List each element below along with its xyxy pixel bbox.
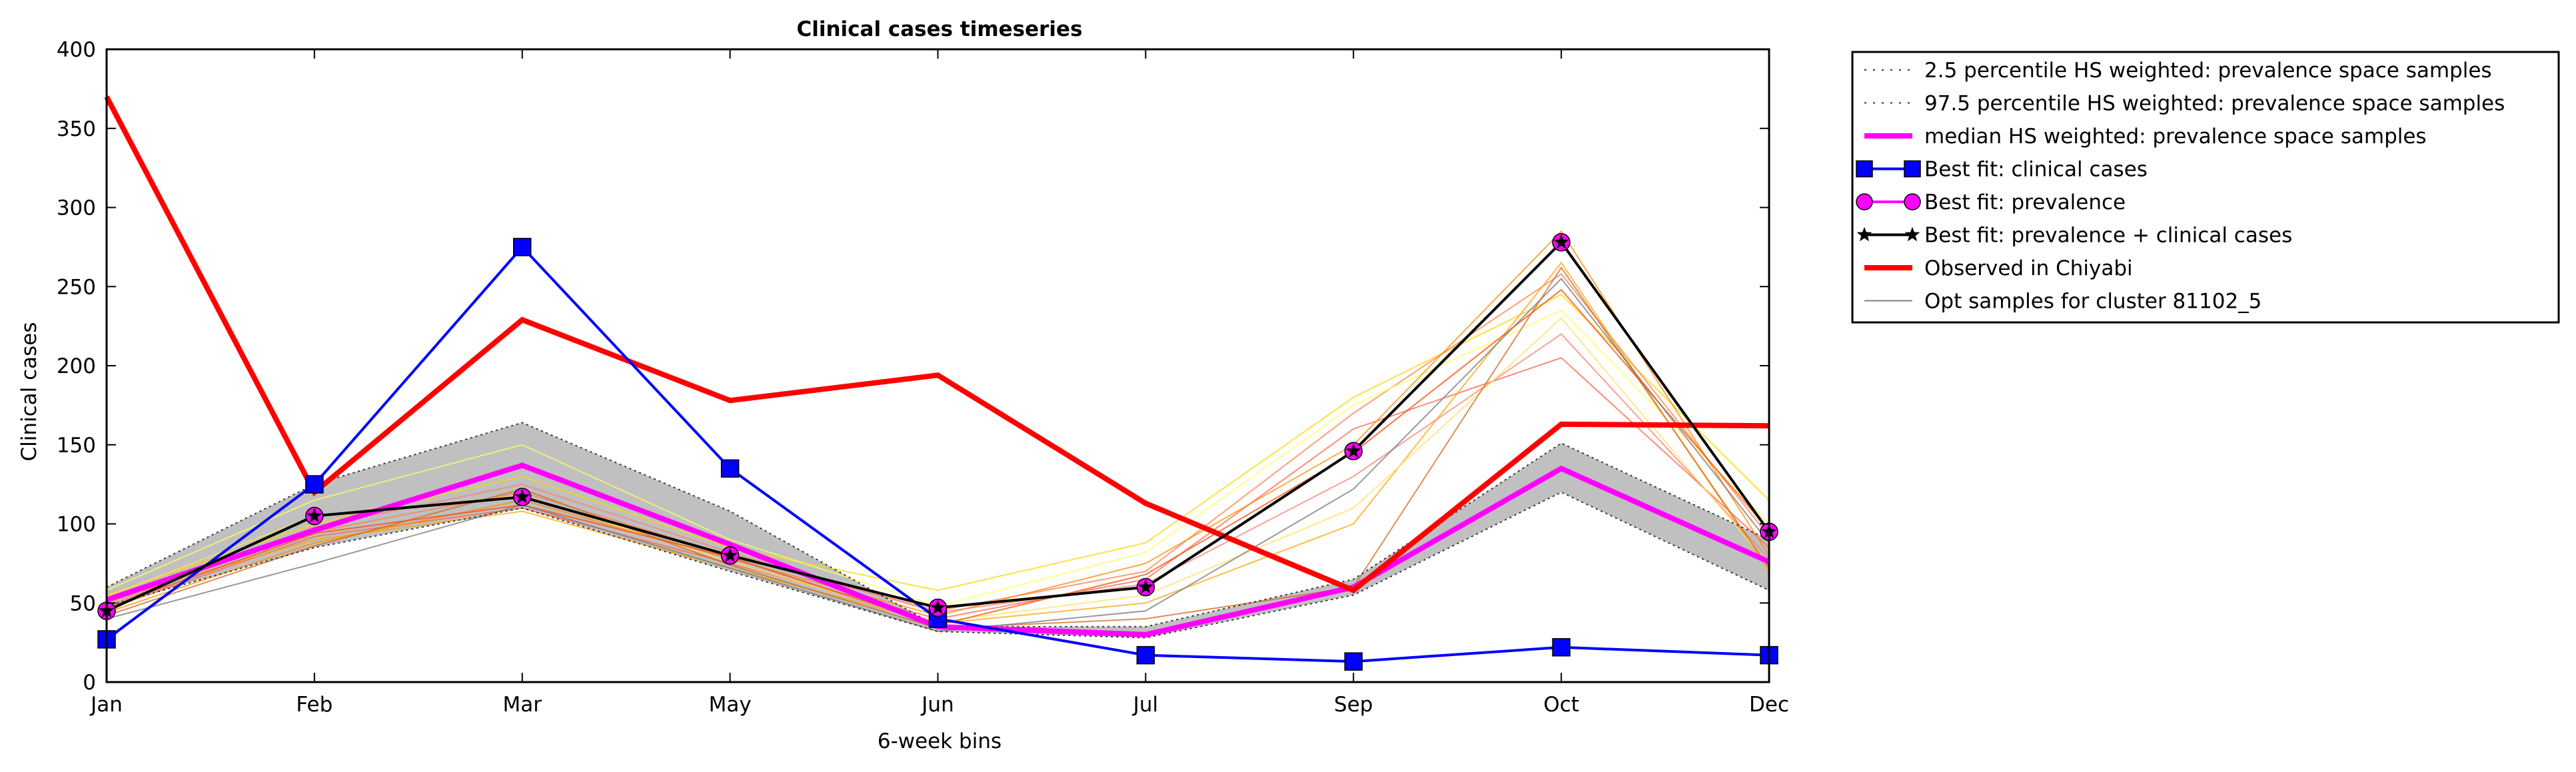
combined-marker-Sep [1345,443,1361,458]
legend-label: Opt samples for cluster 81102_5 [1924,290,2261,314]
series-opt-samples [106,277,1770,633]
legend-label: Best fit: prevalence [1924,191,2126,214]
legend-entry-8: Opt samples for cluster 81102_5 [1864,290,2261,314]
y-tick-label: 100 [57,513,96,537]
clinical-marker-Mar [513,238,532,256]
legend-label: Best fit: clinical cases [1924,158,2148,182]
legend-entry-3: median HS weighted: prevalence space sam… [1864,125,2427,149]
legend-label: 97.5 percentile HS weighted: prevalence … [1924,92,2505,116]
combined-marker-Mar [514,489,530,504]
legend-box [1851,51,2560,324]
legend-square-marker [1856,160,1873,178]
series-bestfit-combined [106,240,1770,612]
combined-marker-May [722,548,738,562]
sample-line-8 [106,317,1770,623]
series-2.5-percentile [106,491,1770,639]
x-tick-label: Jul [1132,693,1158,717]
clinical-marker-Jul [1136,645,1155,665]
x-tick-label: Jun [920,693,954,717]
legend-label: 2.5 percentile HS weighted: prevalence s… [1924,59,2492,83]
x-tick-label: Jan [89,693,123,717]
series-observed [104,95,1770,593]
y-tick-label: 0 [83,671,96,695]
x-axis-label: 6-week bins [878,729,1001,753]
x-tick-label: Sep [1334,693,1373,717]
legend-label: Observed in Chiyabi [1924,256,2133,280]
clinical-marker-Sep [1344,652,1363,671]
legend-entry-1: 2.5 percentile HS weighted: prevalence s… [1864,59,2492,83]
sample-line-4 [106,261,1770,625]
sample-line-2 [106,272,1770,612]
combined-marker-Feb [307,508,322,523]
legend-entry-5: Best fit: prevalence [1856,191,2126,214]
x-tick-label: May [709,693,752,717]
y-tick-label: 400 [57,38,96,62]
sample-line-6 [106,230,1770,617]
x-tick-label: Oct [1543,693,1579,717]
plot-area: 0 50 100 150 200 250 300 350 400 Jan Feb Mar May Jun J… [57,38,1789,717]
y-tick-label: 150 [57,434,96,458]
clinical-marker-Oct [1552,638,1571,657]
legend-circle-marker [1856,193,1873,210]
clinical-marker-May [720,459,740,478]
y-tick-label: 250 [57,275,96,299]
legend-entry-7: Observed in Chiyabi [1864,256,2133,280]
y-tick-label: 200 [57,354,96,378]
legend-label: Best fit: prevalence + clinical cases [1924,224,2292,248]
combined-marker-Oct [1553,234,1569,249]
clinical-marker-Feb [305,475,324,494]
x-tick-label: Mar [503,693,542,717]
legend-square-marker [1904,160,1921,178]
y-tick-label: 350 [57,117,96,141]
x-tick-label: Dec [1749,693,1789,717]
legend-entry-6: Best fit: prevalence + clinical cases [1856,224,2292,248]
chart-title: Clinical cases timeseries [796,17,1082,41]
legend: 2.5 percentile HS weighted: prevalence s… [1851,51,2560,324]
legend-circle-marker [1904,193,1921,210]
sample-line-1 [106,293,1770,596]
combined-marker-Jun [930,599,946,615]
y-axis-label: Clinical cases [17,322,41,461]
legend-label: median HS weighted: prevalence space sam… [1924,125,2427,149]
legend-star-marker [1904,226,1920,242]
legend-entry-4: Best fit: clinical cases [1856,158,2148,182]
legend-entry-2: 97.5 percentile HS weighted: prevalence … [1864,92,2505,116]
y-tick-label: 300 [57,196,96,220]
combined-marker-Jul [1138,579,1153,594]
legend-star-marker [1856,226,1872,242]
x-tick-label: Feb [296,693,332,717]
plot-frame [105,48,1770,683]
y-tick-label: 50 [70,591,96,615]
